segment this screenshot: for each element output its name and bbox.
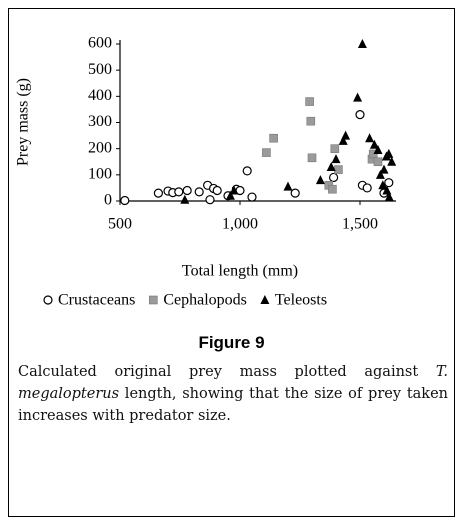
point xyxy=(174,187,184,197)
caption-text: length, showing that the size of prey ta… xyxy=(18,386,448,424)
y-tick-label: 200 xyxy=(88,139,112,156)
point xyxy=(247,192,257,202)
point xyxy=(290,188,300,198)
point xyxy=(373,157,383,167)
point xyxy=(387,156,397,166)
point xyxy=(379,164,389,174)
x-tick-label: 500 xyxy=(108,216,132,233)
y-axis-title: Prey mass (g) xyxy=(15,78,32,166)
point xyxy=(153,188,163,198)
point xyxy=(341,130,351,140)
point xyxy=(194,187,204,197)
point xyxy=(375,169,385,179)
y-tick-label: 100 xyxy=(88,166,112,183)
caption-species: T. megalopterus xyxy=(18,364,448,402)
legend-marker xyxy=(149,295,158,305)
point xyxy=(328,184,337,194)
point xyxy=(269,133,278,143)
point xyxy=(373,144,383,154)
point xyxy=(182,185,192,196)
x-tick-label: 1,500 xyxy=(342,216,378,233)
point xyxy=(283,181,293,191)
point xyxy=(306,116,316,126)
y-tick-label: 0 xyxy=(104,192,112,209)
legend-label: Crustaceans xyxy=(58,292,135,309)
legend-label: Cephalopods xyxy=(163,292,247,309)
x-axis-title: Total length (mm) xyxy=(182,263,298,280)
point xyxy=(329,172,339,183)
point xyxy=(369,139,379,149)
point xyxy=(378,180,388,190)
point xyxy=(334,165,343,174)
legend-label: Teleosts xyxy=(275,292,327,309)
point xyxy=(225,190,235,200)
point xyxy=(262,148,271,157)
point xyxy=(353,92,363,102)
point xyxy=(242,166,252,176)
point xyxy=(120,195,130,206)
point xyxy=(357,39,367,48)
y-tick-label: 600 xyxy=(88,35,112,52)
point xyxy=(338,135,348,145)
y-tick-label: 300 xyxy=(88,113,112,130)
point xyxy=(384,148,394,158)
point xyxy=(307,153,317,163)
point xyxy=(382,185,392,195)
point xyxy=(315,175,325,185)
legend-marker xyxy=(260,295,270,304)
point xyxy=(205,195,215,205)
caption-text: Calculated original prey mass plotted ag… xyxy=(18,364,436,380)
point xyxy=(362,183,372,193)
point xyxy=(212,185,222,196)
point xyxy=(305,97,314,106)
y-tick-label: 500 xyxy=(88,61,112,78)
point xyxy=(384,178,394,188)
figure-frame xyxy=(8,8,455,517)
x-tick-label: 1,000 xyxy=(222,216,258,233)
point xyxy=(180,194,190,204)
y-tick-label: 400 xyxy=(88,87,112,104)
caption: Calculated original prey mass plotted ag… xyxy=(18,361,448,427)
point xyxy=(384,192,394,202)
figure-label: Figure 9 xyxy=(198,333,265,352)
point xyxy=(326,161,336,171)
point xyxy=(365,133,375,143)
point xyxy=(331,154,341,164)
legend-marker xyxy=(43,295,53,305)
point xyxy=(330,144,340,153)
point xyxy=(229,185,239,195)
point xyxy=(355,110,365,120)
